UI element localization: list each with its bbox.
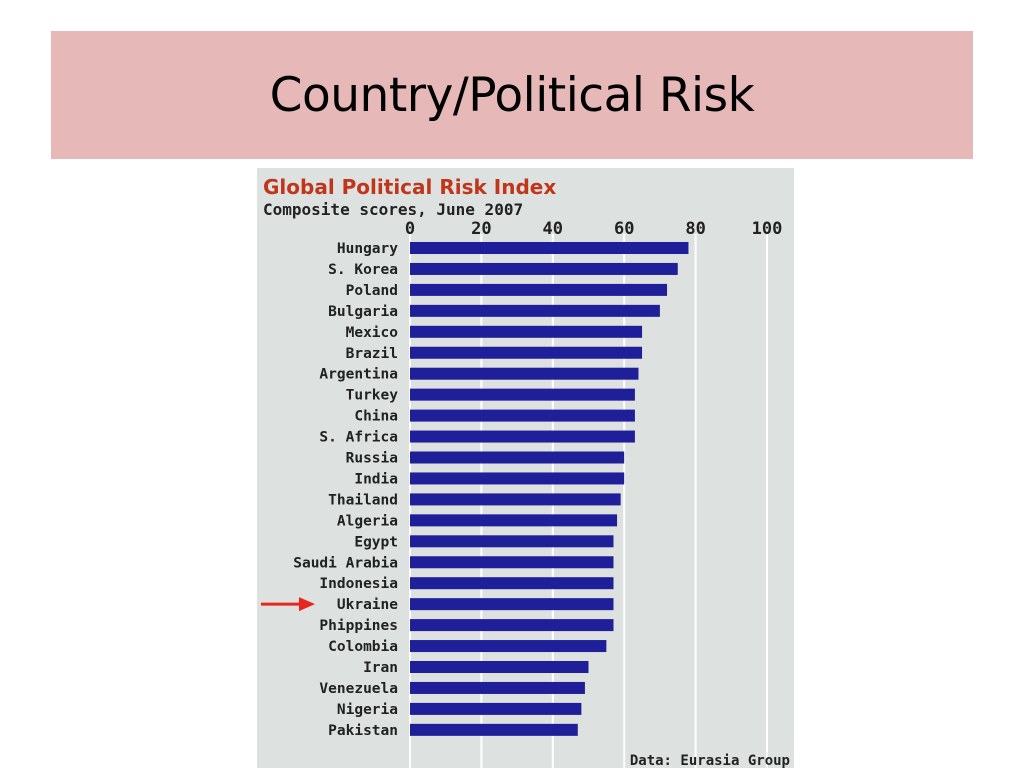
x-axis-ticks: 0 20 40 60 80 100 [405, 219, 782, 239]
bar [410, 346, 643, 359]
category-label: Colombia [328, 639, 398, 655]
title-band: Country/Political Risk [51, 31, 973, 159]
category-label: Thailand [328, 492, 398, 508]
bar [410, 262, 678, 275]
category-label: Russia [346, 451, 398, 467]
category-label: S. Korea [328, 262, 398, 278]
category-label: S. Africa [319, 430, 398, 446]
x-tick-label: 80 [685, 219, 705, 239]
category-label: China [354, 409, 398, 425]
bar [410, 723, 578, 736]
category-label: Poland [346, 283, 398, 299]
category-label: Phippines [319, 618, 398, 634]
chart-subtitle: Composite scores, June 2007 [263, 200, 523, 219]
bar [410, 430, 635, 443]
bar [410, 556, 614, 569]
x-tick-label: 20 [471, 219, 491, 239]
bar [410, 577, 614, 590]
bar [410, 325, 643, 338]
x-tick-label: 60 [614, 219, 634, 239]
bar [410, 619, 614, 632]
chart-panel: Global Political Risk Index Composite sc… [257, 168, 794, 768]
category-label: Mexico [346, 325, 399, 341]
category-label: Bulgaria [328, 304, 398, 320]
bar [410, 514, 618, 527]
bar [410, 681, 585, 694]
category-label: Argentina [319, 367, 398, 383]
bar [410, 451, 625, 464]
highlight-arrow [261, 597, 315, 612]
bar [410, 367, 639, 380]
category-label: Saudi Arabia [293, 555, 398, 571]
category-label: Iran [363, 660, 398, 676]
bars [410, 242, 689, 736]
category-label: Brazil [346, 346, 398, 362]
bar [410, 472, 625, 485]
bar [410, 535, 614, 548]
x-tick-label: 100 [752, 219, 783, 239]
political-risk-chart: Global Political Risk Index Composite sc… [261, 175, 790, 768]
category-label: Nigeria [337, 702, 398, 718]
category-labels: Hungary S. Korea Poland Bulgaria Mexico Brazi… [293, 241, 398, 739]
category-label: Ukraine [337, 597, 398, 613]
bar [410, 242, 689, 254]
bar [410, 661, 589, 673]
category-label: Turkey [346, 388, 399, 404]
chart-title: Global Political Risk Index [263, 175, 556, 199]
slide-title: Country/Political Risk [269, 67, 755, 123]
bar [410, 388, 635, 401]
x-tick-label: 0 [405, 219, 415, 239]
bar [410, 304, 660, 317]
chart-source: Data: Eurasia Group [630, 753, 790, 768]
bar [410, 409, 635, 422]
category-label: Algeria [337, 513, 398, 529]
bar [410, 283, 668, 296]
bar [410, 493, 621, 506]
category-label: Egypt [354, 534, 398, 550]
category-label: Hungary [337, 241, 398, 257]
bar [410, 640, 607, 653]
arrow-head [299, 597, 315, 612]
category-label: Pakistan [328, 723, 398, 739]
category-label: India [354, 471, 398, 487]
bar [410, 702, 582, 715]
bar [410, 598, 614, 611]
category-label: Indonesia [319, 576, 398, 592]
category-label: Venezuela [319, 681, 398, 697]
x-tick-label: 40 [543, 219, 563, 239]
